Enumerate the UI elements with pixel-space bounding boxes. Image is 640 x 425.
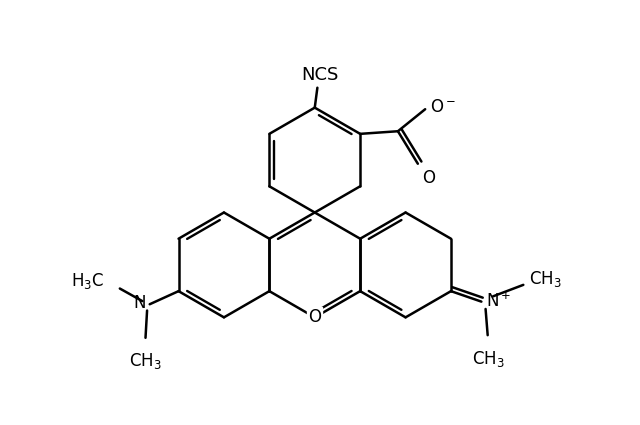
Text: N$^+$: N$^+$ (486, 291, 511, 310)
Text: O: O (422, 169, 435, 187)
Text: O$^-$: O$^-$ (431, 98, 456, 116)
Text: NCS: NCS (301, 66, 339, 84)
Text: N: N (133, 294, 145, 312)
Text: O: O (308, 309, 321, 326)
Text: CH$_3$: CH$_3$ (129, 351, 162, 371)
Text: H$_3$C: H$_3$C (71, 271, 104, 291)
Text: CH$_3$: CH$_3$ (529, 269, 561, 289)
Text: CH$_3$: CH$_3$ (472, 349, 505, 369)
